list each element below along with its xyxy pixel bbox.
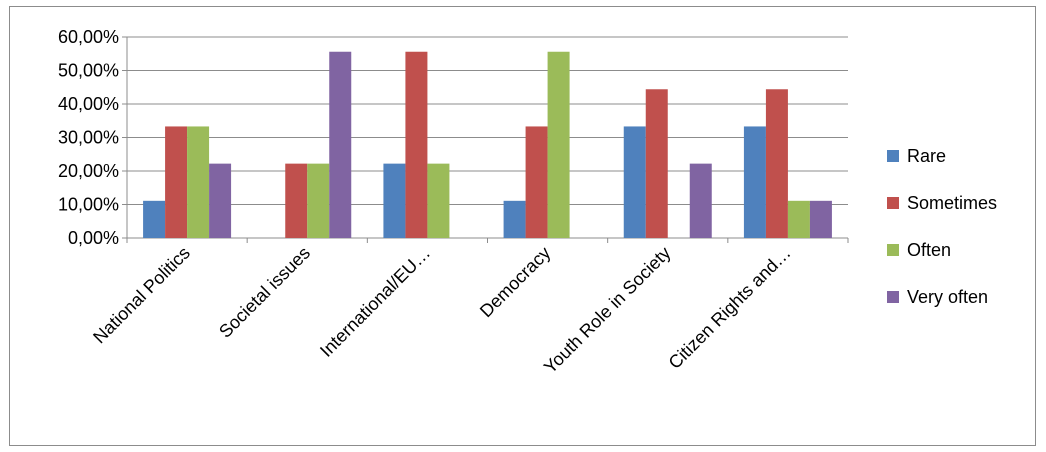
bar-very-often [329, 51, 352, 238]
legend: Rare Sometimes Often Very often [887, 146, 997, 307]
y-tick-label: 20,00% [58, 161, 119, 181]
bar-rare [623, 126, 646, 238]
bar-sometimes [525, 126, 548, 238]
bar-sometimes [405, 51, 428, 238]
bar-sometimes [765, 89, 788, 238]
x-category-label: National Politics [89, 243, 194, 348]
legend-label: Often [907, 240, 951, 260]
bar-often [787, 200, 810, 238]
legend-label: Rare [907, 146, 946, 166]
x-category-label: Citizen Rights and… [665, 243, 795, 373]
bar-often [547, 51, 570, 238]
y-tick-label: 10,00% [58, 195, 119, 215]
bar-often [427, 163, 450, 238]
bar-often [307, 163, 330, 238]
legend-swatch [887, 291, 899, 303]
bar-rare [743, 126, 766, 238]
axes [122, 36, 849, 243]
y-tick-labels: 0,00% 10,00% 20,00% 30,00% 40,00% 50,00% 60,00… [58, 27, 119, 248]
bar-rare [143, 200, 166, 238]
y-tick-label: 50,00% [58, 61, 119, 81]
x-category-label: Democracy [476, 243, 555, 322]
bar-rare [503, 200, 526, 238]
x-category-labels: National Politics Societal issues Internat… [89, 243, 795, 378]
bar-very-often [209, 163, 232, 238]
bar-very-often [689, 163, 712, 238]
y-tick-label: 60,00% [58, 27, 119, 47]
legend-swatch [887, 150, 899, 162]
legend-swatch [887, 197, 899, 209]
legend-label: Very often [907, 287, 988, 307]
bars [143, 51, 832, 238]
y-tick-label: 0,00% [68, 228, 119, 248]
x-category-label: Societal issues [215, 243, 314, 342]
bar-sometimes [645, 89, 668, 238]
legend-swatch [887, 244, 899, 256]
bar-sometimes [165, 126, 188, 238]
bar-sometimes [285, 163, 308, 238]
gridlines [127, 36, 848, 205]
bar-often [187, 126, 210, 238]
bar-rare [383, 163, 406, 238]
y-tick-label: 40,00% [58, 94, 119, 114]
y-tick-label: 30,00% [58, 128, 119, 148]
bar-very-often [809, 200, 832, 238]
legend-label: Sometimes [907, 193, 997, 213]
x-category-label: Youth Role in Society [540, 243, 675, 378]
x-category-label: International/EU… [316, 243, 434, 361]
